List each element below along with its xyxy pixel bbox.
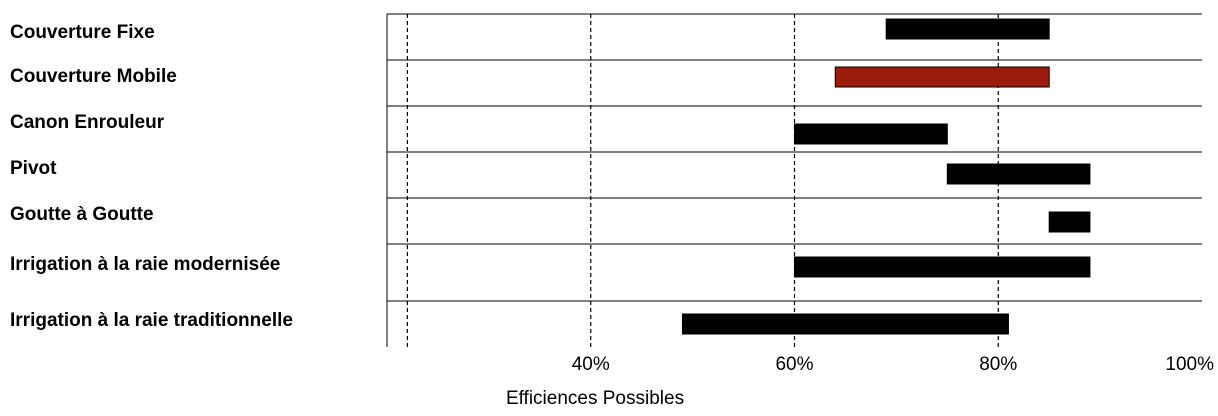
category-label-5: Irrigation à la raie modernisée	[10, 254, 280, 275]
range-bar-6	[681, 313, 1009, 335]
range-bar-3	[946, 163, 1091, 185]
range-bar-5	[794, 256, 1091, 278]
x-axis-title: Efficiences Possibles	[506, 388, 684, 409]
category-label-0: Couverture Fixe	[10, 22, 155, 43]
range-bar-1	[834, 66, 1050, 88]
grid-layer	[406, 14, 999, 347]
range-bar-2	[794, 123, 948, 145]
x-tick-label-2: 80%	[979, 354, 1017, 375]
x-tick-labels: 40% 60% 80% 100%	[572, 354, 1214, 375]
bar-layer	[681, 18, 1091, 335]
x-tick-label-3: 100%	[1165, 354, 1214, 375]
x-tick-label-0: 40%	[572, 354, 610, 375]
x-tick-label-1: 60%	[775, 354, 813, 375]
range-bar-4	[1048, 211, 1091, 233]
category-label-6: Irrigation à la raie traditionnelle	[10, 310, 293, 331]
category-label-3: Pivot	[10, 158, 57, 179]
range-bar-0	[885, 18, 1050, 40]
category-label-2: Canon Enrouleur	[10, 112, 165, 133]
category-labels: Couverture Fixe Couverture Mobile Canon En…	[10, 22, 293, 331]
category-label-1: Couverture Mobile	[10, 66, 177, 87]
category-label-4: Goutte à Goutte	[10, 204, 154, 225]
row-separators	[386, 13, 1202, 347]
